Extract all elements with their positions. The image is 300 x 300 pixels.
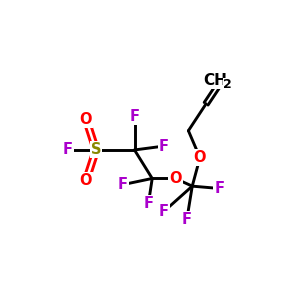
Text: O: O [194,150,206,165]
Text: S: S [91,142,101,158]
Text: F: F [62,142,73,158]
Text: CH: CH [203,73,227,88]
Text: F: F [130,109,140,124]
Text: O: O [80,173,92,188]
Text: F: F [182,212,192,227]
Text: O: O [80,112,92,127]
Text: F: F [214,181,224,196]
Text: F: F [143,196,153,211]
Text: F: F [159,204,169,219]
Text: 2: 2 [223,78,231,91]
Text: O: O [169,171,182,186]
Text: F: F [159,139,169,154]
Text: F: F [118,177,128,192]
